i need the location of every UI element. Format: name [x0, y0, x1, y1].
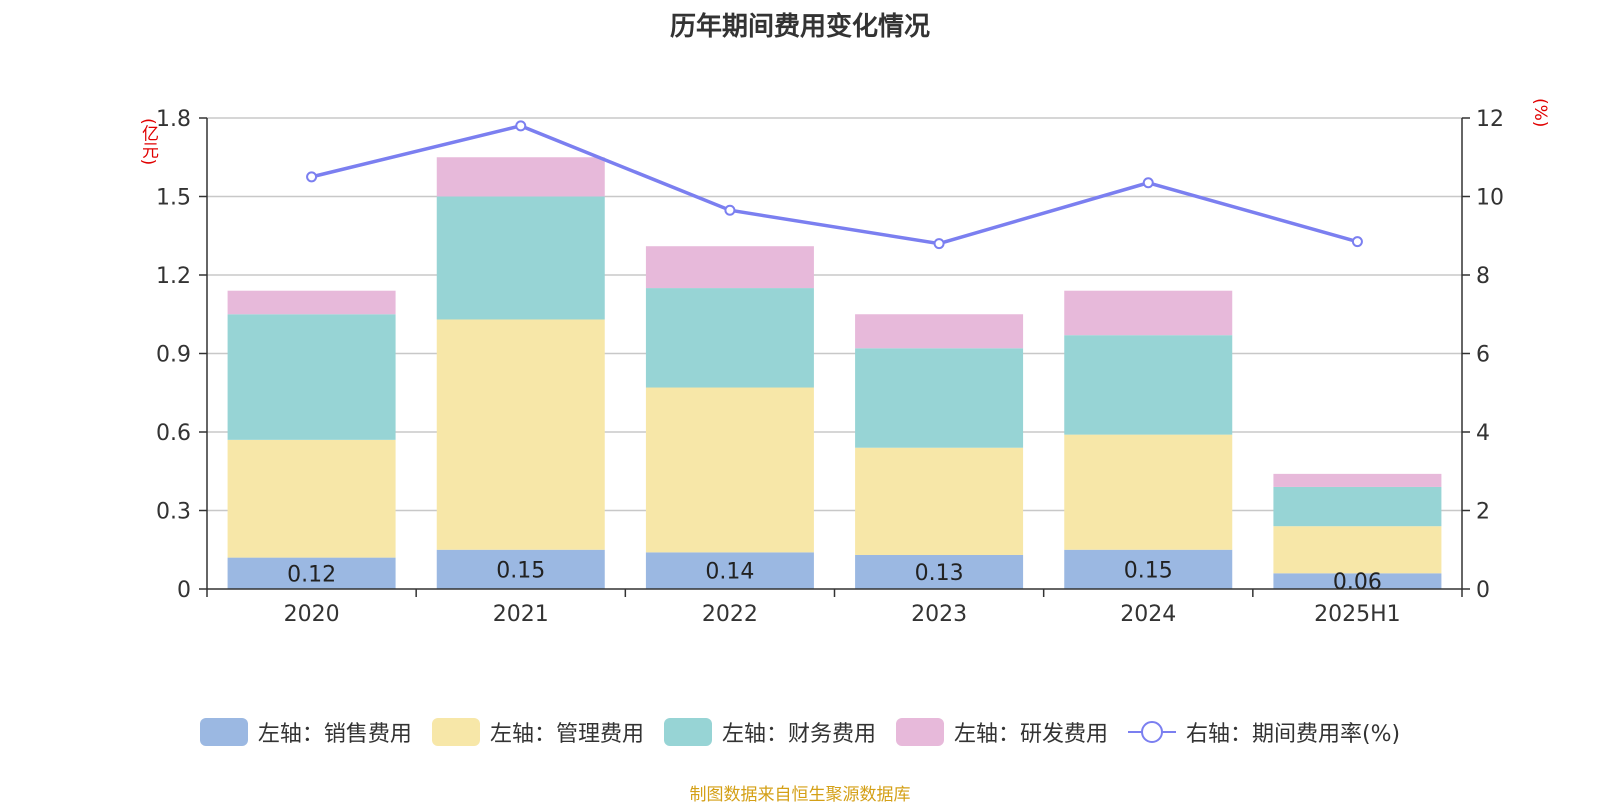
bar-segment: [227, 290, 396, 315]
bar-segment: [436, 549, 605, 589]
bar-segment: [1273, 526, 1442, 574]
legend-item[interactable]: 左轴：管理费用: [431, 716, 644, 748]
y-left-tick-label: 0.6: [156, 421, 191, 446]
y-right-tick-label: 10: [1476, 186, 1504, 211]
y-left-tick-label: 1.8: [156, 107, 191, 132]
expense-rate-point: [724, 204, 736, 216]
bar-segment: [436, 196, 605, 320]
legend-item[interactable]: 右轴：期间费用率(%): [1127, 716, 1401, 748]
y-right-tick-label: 0: [1476, 578, 1490, 603]
right-axis-unit: (%): [1530, 98, 1550, 128]
x-tick-label: 2021: [493, 602, 549, 627]
y-left-tick-label: 0.9: [156, 343, 191, 368]
legend-label: 左轴：研发费用: [953, 722, 1108, 747]
bar-segment: [436, 319, 605, 550]
bar-segment: [1273, 486, 1442, 527]
legend-label: 左轴：管理费用: [489, 722, 644, 747]
y-left-tick-label: 1.2: [156, 264, 191, 289]
bar-segment: [1273, 573, 1442, 589]
bar-segment: [1064, 335, 1233, 435]
legend-swatch: [895, 718, 944, 746]
y-right-tick-label: 4: [1476, 421, 1490, 446]
grid-lines: [207, 117, 1462, 512]
bar-data-label: 0.13: [915, 561, 964, 586]
expense-rate-point: [1142, 177, 1154, 189]
bar-series: [227, 157, 1442, 589]
chart-title: 历年期间费用变化情况: [669, 12, 930, 42]
legend-item[interactable]: 左轴：财务费用: [663, 716, 876, 748]
bar-segment: [645, 288, 814, 388]
expense-rate-point: [306, 171, 318, 183]
legend-label: 左轴：财务费用: [721, 722, 876, 747]
legend-swatch: [199, 718, 248, 746]
bar-data-label: 0.12: [287, 562, 336, 587]
legend-label: 右轴：期间费用率(%): [1185, 722, 1401, 747]
bar-segment: [855, 348, 1024, 448]
legend-swatch: [663, 718, 712, 746]
legend-item[interactable]: 左轴：研发费用: [895, 716, 1108, 748]
bar-segment: [645, 387, 814, 553]
expense-rate-point: [1351, 236, 1363, 248]
line-series: [306, 120, 1363, 250]
bar-segment: [436, 157, 605, 197]
legend: 左轴：销售费用 左轴：管理费用 左轴：财务费用 左轴：研发费用 右轴：期间费用率(%): [0, 716, 1600, 748]
expense-rate-point: [933, 238, 945, 250]
legend-swatch: [431, 718, 480, 746]
x-tick-label: 2023: [911, 602, 967, 627]
expense-rate-point: [515, 120, 527, 132]
bar-data-label: 0.06: [1333, 570, 1382, 595]
x-tick-label: 2024: [1120, 602, 1176, 627]
bar-segment: [1064, 434, 1233, 550]
y-right-tick-label: 8: [1476, 264, 1490, 289]
bar-data-label: 0.15: [1124, 558, 1173, 583]
legend-item[interactable]: 左轴：销售费用: [199, 716, 412, 748]
bar-segment: [227, 557, 396, 589]
y-right-tick-label: 6: [1476, 343, 1490, 368]
bar-segment: [227, 314, 396, 440]
bar-segment: [855, 447, 1024, 555]
y-right-tick-label: 2: [1476, 500, 1490, 525]
expense-rate-line: [311, 124, 1358, 246]
bar-segment: [1064, 290, 1233, 336]
x-tick-label: 2025H1: [1314, 602, 1401, 627]
axes: 0 0.3 0.6 0.9 1.2 1.5 1.8 0 2 4 6 8 10 12 2020 2021 2022…: [156, 107, 1504, 627]
y-left-tick-label: 0: [177, 578, 191, 603]
source-note: 制图数据来自恒生聚源数据库: [689, 785, 911, 805]
legend-label: 左轴：销售费用: [257, 722, 412, 747]
bar-segment: [645, 246, 814, 289]
bar-data-label: 0.14: [705, 560, 754, 585]
bar-segment: [1273, 473, 1442, 487]
y-left-tick-label: 0.3: [156, 500, 191, 525]
legend-line-marker-icon: [1127, 718, 1176, 746]
data-labels: 0.12 0.15 0.14 0.13 0.15 0.06: [287, 558, 1382, 595]
bar-data-label: 0.15: [496, 558, 545, 583]
bar-segment: [645, 552, 814, 589]
y-right-tick-label: 12: [1476, 107, 1504, 132]
x-tick-label: 2022: [702, 602, 758, 627]
y-left-tick-label: 1.5: [156, 186, 191, 211]
bar-segment: [855, 314, 1024, 349]
left-axis-unit: (亿元): [138, 118, 158, 166]
bar-segment: [855, 554, 1024, 589]
x-tick-label: 2020: [284, 602, 340, 627]
bar-segment: [227, 439, 396, 558]
bar-segment: [1064, 549, 1233, 589]
